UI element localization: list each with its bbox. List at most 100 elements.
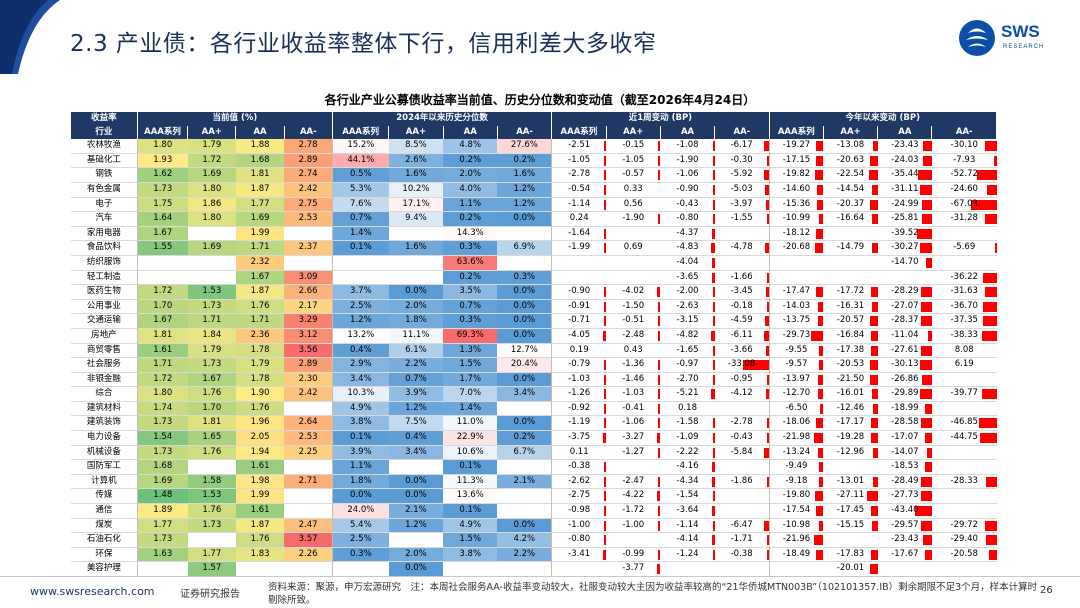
week-change-cell-value: -4.22	[622, 490, 645, 501]
week-change-cell: -1.08	[660, 139, 715, 153]
sub-header-1: AAA系列	[137, 125, 189, 140]
week-change-cell-bar	[712, 491, 715, 502]
ytd-change-cell-value: -29.40	[950, 534, 978, 545]
ytd-change-cell-value: -18.53	[891, 461, 919, 472]
week-change-cell-value: -4.05	[568, 329, 591, 340]
week-change-cell: -0.54	[551, 182, 607, 198]
ytd-change-cell-value: -52.72	[950, 169, 978, 180]
current-yield-cell	[284, 489, 332, 504]
table-row: 纺织服饰 2.32 63.6% -4.04 -14.70	[71, 255, 997, 271]
week-change-cell-value: 0.56	[623, 198, 643, 209]
week-change-cell-value: 0.19	[569, 344, 589, 355]
ytd-change-cell-value: -14.07	[891, 446, 919, 457]
week-change-cell-value: -33.08	[727, 359, 756, 370]
ytd-change-cell-value: -17.17	[836, 417, 865, 428]
ytd-change-cell: -16.84	[823, 328, 878, 343]
week-change-cell: -0.15	[606, 139, 661, 153]
week-change-cell-value: -5.92	[730, 169, 753, 180]
week-change-cell-bar	[712, 214, 715, 225]
ytd-change-cell-value: -43.40	[891, 505, 919, 516]
current-yield-cell: 3.12	[284, 328, 333, 343]
week-change-cell-value: -1.03	[622, 388, 645, 399]
week-change-cell-bar	[766, 272, 769, 283]
week-change-cell: -1.72	[606, 504, 661, 519]
sub-header-13: AAA系列	[769, 125, 824, 140]
week-change-cell-bar	[604, 476, 607, 487]
week-change-cell: -4.83	[660, 241, 715, 256]
week-change-cell-value: -1.58	[676, 417, 699, 428]
percentile-cell	[331, 255, 389, 271]
week-change-cell-value: -1.14	[676, 519, 699, 530]
footer-website-link[interactable]: www.swsresearch.com	[30, 585, 155, 598]
percentile-cell: 1.1%	[443, 197, 498, 212]
week-change-cell-value: -2.70	[676, 373, 699, 384]
ytd-change-cell: -10.99	[768, 211, 824, 227]
ytd-change-cell-value: -28.37	[891, 315, 919, 326]
ytd-change-cell-bar	[819, 520, 824, 531]
ytd-change-cell-value: -44.75	[950, 432, 978, 443]
week-change-cell-bar	[658, 374, 661, 385]
current-yield-cell: 3.09	[284, 270, 333, 285]
week-change-cell-bar	[712, 345, 715, 356]
current-yield-cell	[136, 561, 188, 577]
week-change-cell: -3.41	[551, 547, 607, 562]
table-row: 机械设备 1.73 1.76 1.94 2.25 3.9% 3.4% 10.6% 6.7% 0.1…	[71, 445, 997, 460]
industry-name: 食品饮料	[86, 242, 121, 253]
percentile-cell: 2.9%	[331, 357, 389, 373]
week-change-cell-bar	[604, 316, 607, 327]
week-change-cell-bar	[712, 433, 715, 444]
ytd-change-cell-value: -20.37	[836, 198, 865, 209]
ytd-change-cell-value: -10.99	[782, 213, 811, 224]
week-change-cell	[551, 255, 607, 271]
ytd-change-cell-bar	[921, 199, 932, 210]
percentile-cell: 17.1%	[388, 197, 444, 212]
week-change-cell	[715, 226, 769, 241]
table-row: 基础化工 1.93 1.72 1.68 2.89 44.1% 2.6% 0.2% 0.2% -1.…	[71, 153, 997, 168]
ytd-change-cell-bar	[814, 535, 824, 546]
ytd-change-cell-value: -29.57	[891, 519, 919, 530]
week-change-cell-value: -0.43	[730, 432, 753, 443]
current-yield-cell: 1.71	[187, 313, 236, 329]
week-change-cell-bar	[712, 520, 715, 531]
ytd-change-cell-value: -17.83	[836, 548, 865, 559]
week-change-cell-value: -1.36	[622, 359, 645, 370]
week-change-cell-bar	[712, 141, 715, 152]
ytd-change-cell: -17.07	[878, 431, 932, 446]
percentile-cell: 6.9%	[497, 240, 552, 256]
percentile-cell: 1.2%	[497, 182, 552, 198]
week-change-cell-bar	[604, 374, 607, 385]
ytd-change-cell	[932, 489, 997, 504]
footer-divider	[0, 576, 1080, 577]
current-yield-cell: 1.77	[235, 197, 285, 212]
current-yield-cell: 1.73	[136, 532, 188, 548]
percentile-cell: 0.1%	[331, 430, 389, 446]
ytd-change-cell-value: -20.53	[836, 359, 865, 370]
current-yield-cell: 1.80	[136, 139, 188, 154]
ytd-change-cell-bar	[925, 257, 932, 268]
industry-name: 社会服务	[86, 359, 121, 370]
table-row: 国防军工 1.68 1.61 1.1% 0.1% -0.38 -4.16 -9.49 -18.5…	[71, 459, 997, 475]
week-change-cell-value: -4.83	[676, 242, 699, 253]
week-change-cell: -2.78	[715, 416, 769, 431]
percentile-cell: 1.6%	[388, 167, 444, 183]
ytd-change-cell-bar	[984, 214, 997, 225]
percentile-cell	[389, 533, 443, 548]
week-change-cell: -1.05	[551, 153, 607, 168]
week-change-cell-value: 0.69	[623, 242, 643, 253]
sub-header-2: AA+	[187, 125, 237, 140]
table-row: 建筑材料 1.74 1.70 1.76 4.9% 1.2% 1.4% -0.92 -0.41 0.…	[71, 401, 997, 416]
percentile-cell: 6.7%	[497, 445, 552, 460]
ytd-change-cell: -18.49	[768, 547, 824, 562]
ytd-change-cell: -27.07	[878, 299, 932, 314]
week-change-cell: -33.08	[715, 358, 769, 373]
industry-name: 综合	[95, 388, 113, 399]
ytd-change-cell: -30.27	[878, 241, 932, 256]
sub-header-row: 行业 AAA系列 AA+ AA AA- AAA系列 AA+ AA AA- AAA系列 AA+ AA AA…	[71, 125, 997, 140]
ytd-change-cell-bar	[976, 170, 997, 181]
percentile-cell: 1.7%	[443, 372, 498, 387]
week-change-cell: -1.03	[606, 387, 661, 402]
percentile-cell: 0.7%	[443, 299, 498, 314]
week-change-cell: -3.66	[715, 343, 769, 358]
ytd-change-cell: -9.49	[768, 459, 824, 475]
ytd-change-cell-value: -18.49	[782, 548, 811, 559]
